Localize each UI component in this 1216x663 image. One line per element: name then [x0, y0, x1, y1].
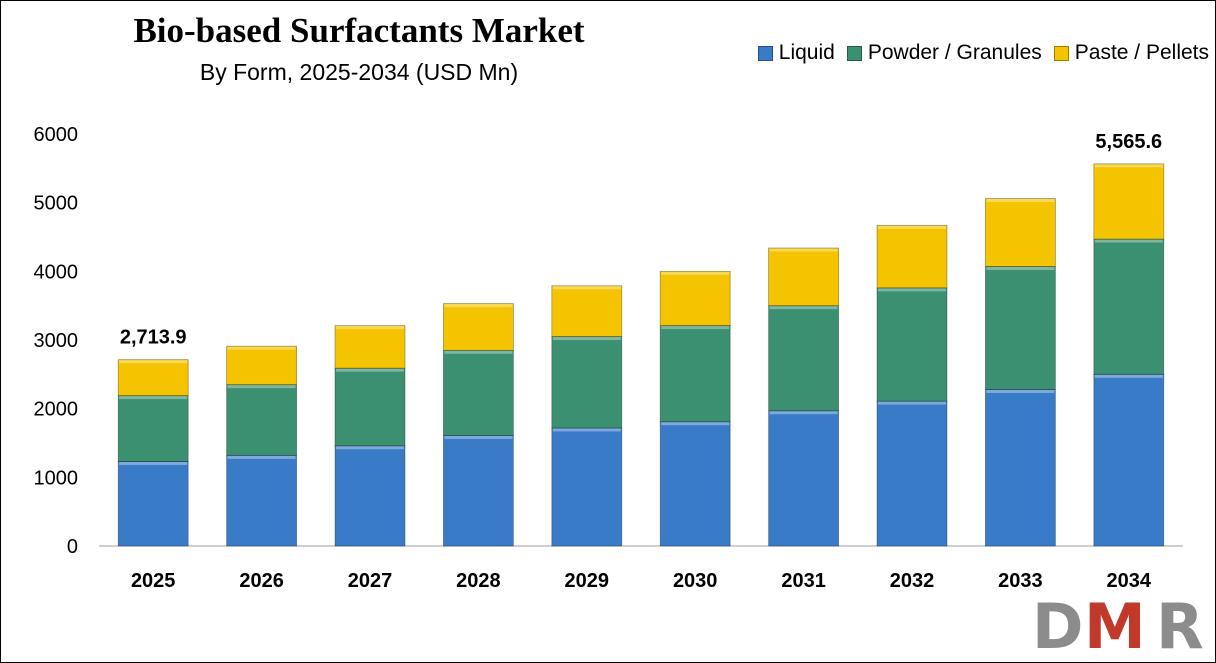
x-tick-label: 2028 — [456, 570, 501, 592]
bar-segment-liquid — [226, 454, 298, 547]
bar-segment-paste — [1093, 163, 1165, 240]
x-tick-label: 2027 — [348, 570, 393, 592]
legend-swatch-paste — [1053, 45, 1069, 61]
bar-segment-powder — [659, 325, 731, 423]
bar-segment-powder — [117, 395, 189, 462]
legend-label-paste: Paste / Pellets — [1074, 41, 1209, 64]
bar-segment-liquid — [985, 389, 1056, 547]
bar-segment-powder — [768, 305, 839, 412]
x-tick-label: 2025 — [131, 570, 176, 592]
logo-letter-d: D — [1032, 590, 1084, 663]
bar-segment-liquid — [768, 410, 839, 547]
y-tick-label: 3000 — [34, 330, 79, 352]
bar-highlight — [119, 462, 188, 466]
bar-highlight — [1094, 374, 1163, 378]
bar-highlight — [769, 411, 838, 415]
bar-segment-powder — [226, 384, 298, 456]
bar-highlight — [227, 385, 296, 389]
bar-highlight — [661, 422, 730, 426]
bar-segment-paste — [768, 247, 839, 307]
bar-segment-paste — [117, 359, 189, 397]
total-value-label: 5,565.6 — [1095, 131, 1162, 153]
bar-highlight — [878, 225, 946, 229]
legend-label-powder: Powder / Granules — [867, 41, 1042, 64]
bar-segment-liquid — [117, 461, 189, 547]
bar-highlight — [986, 199, 1055, 203]
legend-swatch-powder — [846, 45, 862, 61]
bar-highlight — [227, 346, 296, 350]
legend-label-liquid: Liquid — [778, 41, 835, 64]
x-tick-label: 2030 — [673, 570, 718, 592]
legend-item-paste: Paste / Pellets — [1053, 41, 1209, 65]
total-value-label: 2,713.9 — [120, 327, 187, 349]
bar-highlight — [444, 304, 513, 308]
x-tick-label: 2031 — [781, 570, 826, 592]
bar-highlight — [119, 396, 188, 400]
bar-segment-paste — [334, 325, 406, 369]
bar-segment-powder — [876, 287, 948, 402]
bar-segment-powder — [442, 349, 514, 436]
legend-item-liquid: Liquid — [757, 41, 835, 65]
bar-highlight — [336, 326, 404, 330]
logo-letter-r: R — [1156, 590, 1204, 663]
y-tick-label: 0 — [67, 536, 78, 558]
bar-segment-powder — [334, 367, 406, 447]
x-tick-label: 2034 — [1107, 570, 1152, 592]
x-tick-label: 2026 — [239, 570, 284, 592]
bar-segment-liquid — [551, 427, 623, 547]
bar-highlight — [336, 368, 404, 372]
bar-highlight — [769, 306, 838, 310]
y-tick-label: 5000 — [34, 193, 79, 215]
bar-highlight — [661, 271, 730, 275]
x-tick-label: 2032 — [890, 570, 935, 592]
bar-highlight — [336, 446, 404, 450]
y-tick-label: 1000 — [34, 467, 79, 489]
legend-swatch-liquid — [757, 45, 773, 61]
bar-segment-paste — [985, 198, 1056, 267]
bar-highlight — [878, 288, 946, 292]
x-tick-label: 2029 — [565, 570, 610, 592]
bar-highlight — [1094, 164, 1163, 168]
bar-highlight — [1094, 239, 1163, 243]
bar-segment-paste — [551, 285, 623, 337]
legend: Liquid Powder / Granules Paste / Pellets — [746, 41, 1209, 65]
bar-segment-paste — [226, 345, 298, 386]
y-tick-label: 6000 — [34, 124, 79, 146]
logo-letter-m: M — [1084, 590, 1146, 663]
bar-segment-paste — [876, 224, 948, 289]
chart-title: Bio-based Surfactants Market — [133, 11, 585, 50]
bar-highlight — [119, 360, 188, 364]
bar-segment-liquid — [442, 435, 514, 547]
bar-highlight — [878, 401, 946, 405]
bar-segment-powder — [551, 336, 623, 429]
bar-segment-liquid — [876, 400, 948, 547]
legend-item-powder: Powder / Granules — [846, 41, 1042, 65]
bar-highlight — [986, 267, 1055, 271]
bar-highlight — [769, 248, 838, 252]
bar-segment-liquid — [334, 445, 406, 547]
bar-highlight — [227, 455, 296, 459]
y-tick-label: 4000 — [34, 261, 79, 283]
bar-segment-powder — [985, 266, 1056, 390]
bar-highlight — [444, 435, 513, 439]
dmr-logo: D M R — [1032, 596, 1212, 662]
y-tick-label: 2000 — [34, 399, 79, 421]
bar-highlight — [552, 286, 621, 290]
bar-segment-powder — [1093, 238, 1165, 375]
bar-highlight — [552, 428, 621, 432]
bar-segment-paste — [659, 270, 731, 326]
bar-segment-liquid — [1093, 373, 1165, 547]
x-tick-label: 2033 — [998, 570, 1043, 592]
bar-highlight — [444, 350, 513, 354]
bar-segment-paste — [442, 303, 514, 351]
bar-highlight — [552, 337, 621, 341]
bar-highlight — [661, 326, 730, 330]
bar-segment-liquid — [659, 421, 731, 547]
chart-subtitle: By Form, 2025-2034 (USD Mn) — [199, 59, 519, 85]
bar-highlight — [986, 389, 1055, 393]
